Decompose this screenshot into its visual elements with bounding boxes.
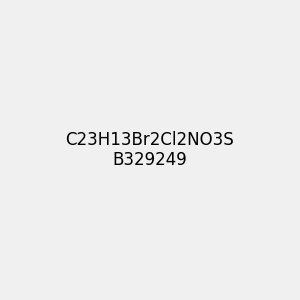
Text: C23H13Br2Cl2NO3S
B329249: C23H13Br2Cl2NO3S B329249 — [66, 130, 234, 170]
